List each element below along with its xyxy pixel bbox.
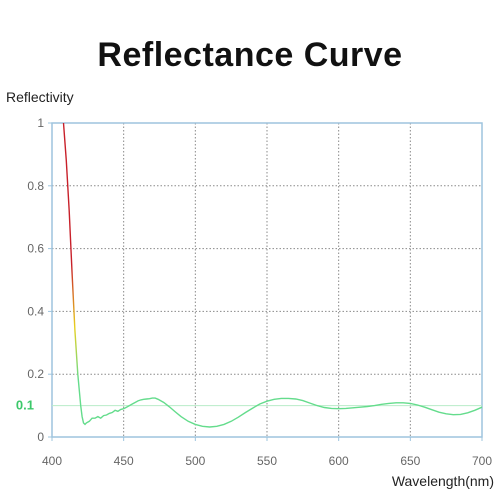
x-tick-label: 650: [400, 454, 420, 468]
y-tick-label: 0.4: [27, 304, 44, 318]
x-ticks: 400 450 500 550 600 650 700: [42, 437, 492, 468]
y-axis-label: Reflectivity: [6, 89, 74, 105]
y-tick-label: 0: [37, 430, 44, 444]
x-axis-label: Wavelength(nm): [391, 473, 494, 489]
reflectance-curve: [62, 122, 483, 428]
x-tick-label: 550: [257, 454, 277, 468]
x-tick-label: 400: [42, 454, 62, 468]
x-tick-label: 450: [114, 454, 134, 468]
y-tick-label: 0.8: [27, 179, 44, 193]
y-tick-label: 0.6: [27, 242, 44, 256]
y-tick-label: 0.2: [27, 367, 44, 381]
x-tick-label: 700: [472, 454, 492, 468]
x-tick-label: 600: [329, 454, 349, 468]
grid: [52, 122, 482, 437]
reference-line-label: 0.1: [16, 398, 34, 413]
y-ticks: 0 0.2 0.4 0.6 0.8 1: [27, 116, 52, 444]
x-tick-label: 500: [185, 454, 205, 468]
y-tick-label: 1: [37, 116, 44, 130]
chart-title: Reflectance Curve: [97, 36, 403, 74]
